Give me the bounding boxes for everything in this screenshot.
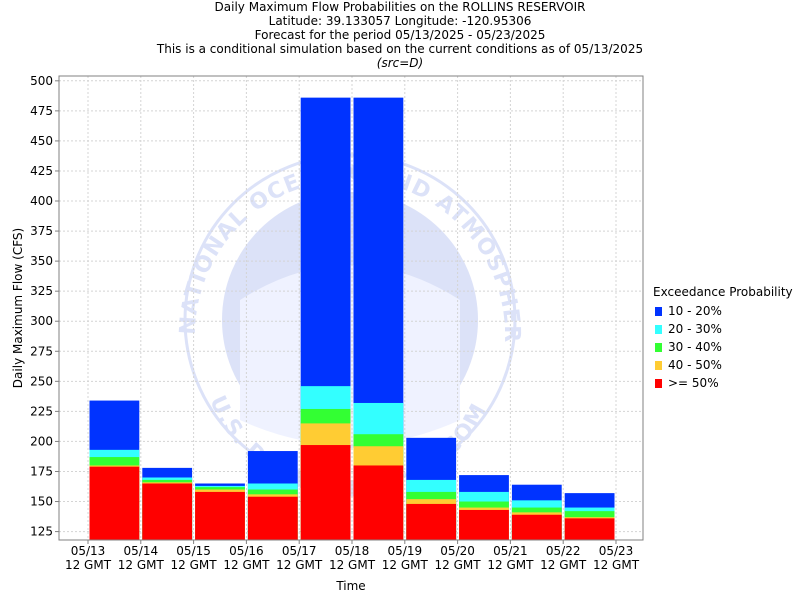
y-tick-label: 350 (30, 254, 53, 268)
bar-segment-ge-50 (300, 445, 351, 540)
y-tick-label: 175 (30, 464, 53, 478)
x-tick-label-time: 12 GMT (276, 558, 323, 572)
legend-swatch (655, 324, 662, 334)
bar-segment-ge-50 (459, 509, 509, 540)
stacked-bar (300, 97, 351, 541)
chart-title: Daily Maximum Flow Probabilities on the … (214, 0, 586, 14)
legend-title: Exceedance Probability (653, 285, 793, 299)
legend: Exceedance Probability 10 - 20% 20 - 30% 3… (653, 284, 793, 392)
legend-item: 30 - 40% (653, 338, 793, 356)
bar-segment-ge-50 (353, 465, 404, 540)
x-tick-label-date: 05/16 (229, 544, 264, 558)
legend-swatch (655, 306, 662, 316)
y-tick-label: 500 (30, 74, 53, 88)
bar-segment-ge-50 (195, 491, 245, 540)
stacked-bar (247, 451, 298, 540)
legend-label: 40 - 50% (668, 358, 722, 372)
legend-swatch (655, 360, 662, 370)
stacked-bar (511, 484, 562, 540)
x-tick-label-time: 12 GMT (329, 558, 376, 572)
legend-item: 40 - 50% (653, 356, 793, 374)
stacked-bar (406, 437, 457, 540)
chart-title-block: Daily Maximum Flow Probabilities on the … (0, 0, 800, 70)
x-tick-label-time: 12 GMT (487, 558, 534, 572)
x-tick-label-date: 05/15 (176, 544, 211, 558)
y-tick-label: 225 (30, 404, 53, 418)
x-tick-label-date: 05/14 (124, 544, 159, 558)
legend-item: 10 - 20% (653, 302, 793, 320)
chart-source: (src=D) (376, 56, 424, 70)
stacked-bar (142, 467, 193, 540)
bar-segment-ge-50 (89, 466, 140, 540)
x-tick-label-date: 05/23 (599, 544, 634, 558)
y-tick-label: 150 (30, 495, 53, 509)
legend-label: 30 - 40% (668, 340, 722, 354)
x-tick-label-time: 12 GMT (118, 558, 165, 572)
x-tick-label-time: 12 GMT (382, 558, 429, 572)
x-tick-label-time: 12 GMT (593, 558, 640, 572)
x-tick-label-time: 12 GMT (540, 558, 587, 572)
stacked-bar (89, 400, 140, 540)
chart-forecast-period: Forecast for the period 05/13/2025 - 05/… (254, 28, 546, 42)
bar-series (89, 97, 615, 541)
x-tick-label-date: 05/13 (71, 544, 106, 558)
y-tick-label: 275 (30, 344, 53, 358)
bar-segment-ge-50 (564, 518, 615, 540)
x-tick-label-date: 05/21 (493, 544, 528, 558)
bar-segment-ge-50 (247, 496, 298, 540)
legend-swatch (655, 378, 662, 388)
y-axis: 125 150 175 200 225 250 275 300 325 350 375 400 425 4… (30, 74, 59, 539)
y-tick-label: 400 (30, 194, 53, 208)
y-tick-label: 450 (30, 134, 53, 148)
chart-location: Latitude: 39.133057 Longitude: -120.9530… (268, 14, 532, 28)
bar-segment-ge-50 (511, 514, 562, 540)
y-tick-label: 200 (30, 434, 53, 448)
legend-item: 20 - 30% (653, 320, 793, 338)
x-tick-label-time: 12 GMT (65, 558, 112, 572)
legend-label: 10 - 20% (668, 304, 722, 318)
y-tick-label: 250 (30, 374, 53, 388)
x-tick-label-date: 05/22 (546, 544, 581, 558)
y-tick-label: 325 (30, 284, 53, 298)
bar-segment-ge-50 (142, 483, 193, 540)
x-tick-label-date: 05/17 (282, 544, 317, 558)
y-tick-label: 425 (30, 164, 53, 178)
x-tick-label-time: 12 GMT (171, 558, 218, 572)
y-tick-label: 475 (30, 104, 53, 118)
x-tick-label-time: 12 GMT (223, 558, 270, 572)
stacked-bar (564, 493, 615, 540)
x-tick-label-time: 12 GMT (435, 558, 482, 572)
x-tick-label-date: 05/19 (388, 544, 423, 558)
legend-items: 10 - 20% 20 - 30% 30 - 40% 40 - 50% >= 50% (653, 302, 793, 392)
legend-item: >= 50% (653, 374, 793, 392)
y-tick-label: 300 (30, 314, 53, 328)
y-tick-label: 125 (30, 525, 53, 539)
chart-simulation-note: This is a conditional simulation based o… (156, 42, 644, 56)
plot-border (58, 75, 644, 541)
x-tick-label-date: 05/20 (440, 544, 475, 558)
bar-segment-ge-50 (406, 503, 457, 540)
x-tick-label-date: 05/18 (335, 544, 370, 558)
legend-swatch (655, 342, 662, 352)
legend-label: 20 - 30% (668, 322, 722, 336)
stacked-bar (459, 475, 509, 540)
x-axis-label: Time (335, 579, 365, 593)
stacked-bar (195, 483, 245, 540)
y-tick-label: 375 (30, 224, 53, 238)
y-axis-label: Daily Maximum Flow (CFS) (11, 228, 25, 388)
plot-area (59, 76, 643, 540)
legend-label: >= 50% (668, 376, 719, 390)
stacked-bar (353, 97, 404, 541)
